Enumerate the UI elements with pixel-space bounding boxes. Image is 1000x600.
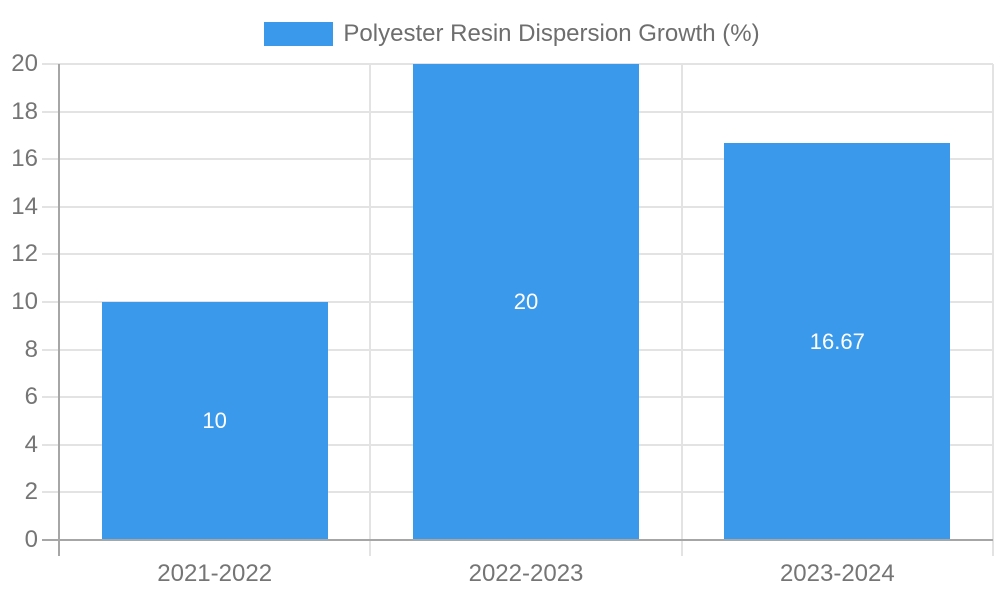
y-axis-label: 8 xyxy=(24,335,38,363)
x-axis-label: 2022-2023 xyxy=(468,560,584,587)
bar[interactable] xyxy=(102,302,328,540)
bar-value-label: 10 xyxy=(202,408,227,433)
y-tick xyxy=(42,396,59,399)
x-axis-line xyxy=(59,539,993,541)
y-tick xyxy=(42,63,59,65)
y-tick xyxy=(42,158,59,161)
y-tick xyxy=(42,443,59,446)
y-tick xyxy=(42,491,59,494)
legend-label: Polyester Resin Dispersion Growth (%) xyxy=(343,20,760,47)
y-tick xyxy=(42,301,59,303)
y-tick xyxy=(42,539,59,541)
category-divider xyxy=(680,64,683,556)
x-axis-label: 2023-2024 xyxy=(779,560,895,587)
y-axis-line xyxy=(58,64,60,556)
category-divider xyxy=(369,64,372,556)
y-axis-label: 6 xyxy=(24,383,38,411)
bar-value-label: 20 xyxy=(513,289,539,314)
y-tick xyxy=(42,348,59,351)
y-axis-label: 2 xyxy=(24,478,38,506)
y-tick xyxy=(42,205,59,208)
y-axis-label: 10 xyxy=(11,288,38,315)
y-axis-label: 14 xyxy=(11,192,38,220)
y-axis-label: 12 xyxy=(11,240,38,268)
y-axis-label: 0 xyxy=(24,526,38,553)
y-axis-label: 16 xyxy=(11,145,38,173)
bar[interactable] xyxy=(724,143,950,540)
y-tick xyxy=(42,253,59,256)
plot-right-border xyxy=(992,64,994,556)
legend-swatch-icon xyxy=(264,22,334,46)
chart-legend[interactable]: Polyester Resin Dispersion Growth (%) xyxy=(0,20,1000,48)
bar-value-label: 16.67 xyxy=(809,328,865,354)
y-axis-label: 18 xyxy=(11,97,38,125)
x-axis-label: 2021-2022 xyxy=(157,560,273,587)
y-tick xyxy=(42,110,59,113)
y-axis-label: 20 xyxy=(11,50,38,77)
y-axis-label: 4 xyxy=(24,430,38,458)
bar[interactable] xyxy=(413,64,639,540)
